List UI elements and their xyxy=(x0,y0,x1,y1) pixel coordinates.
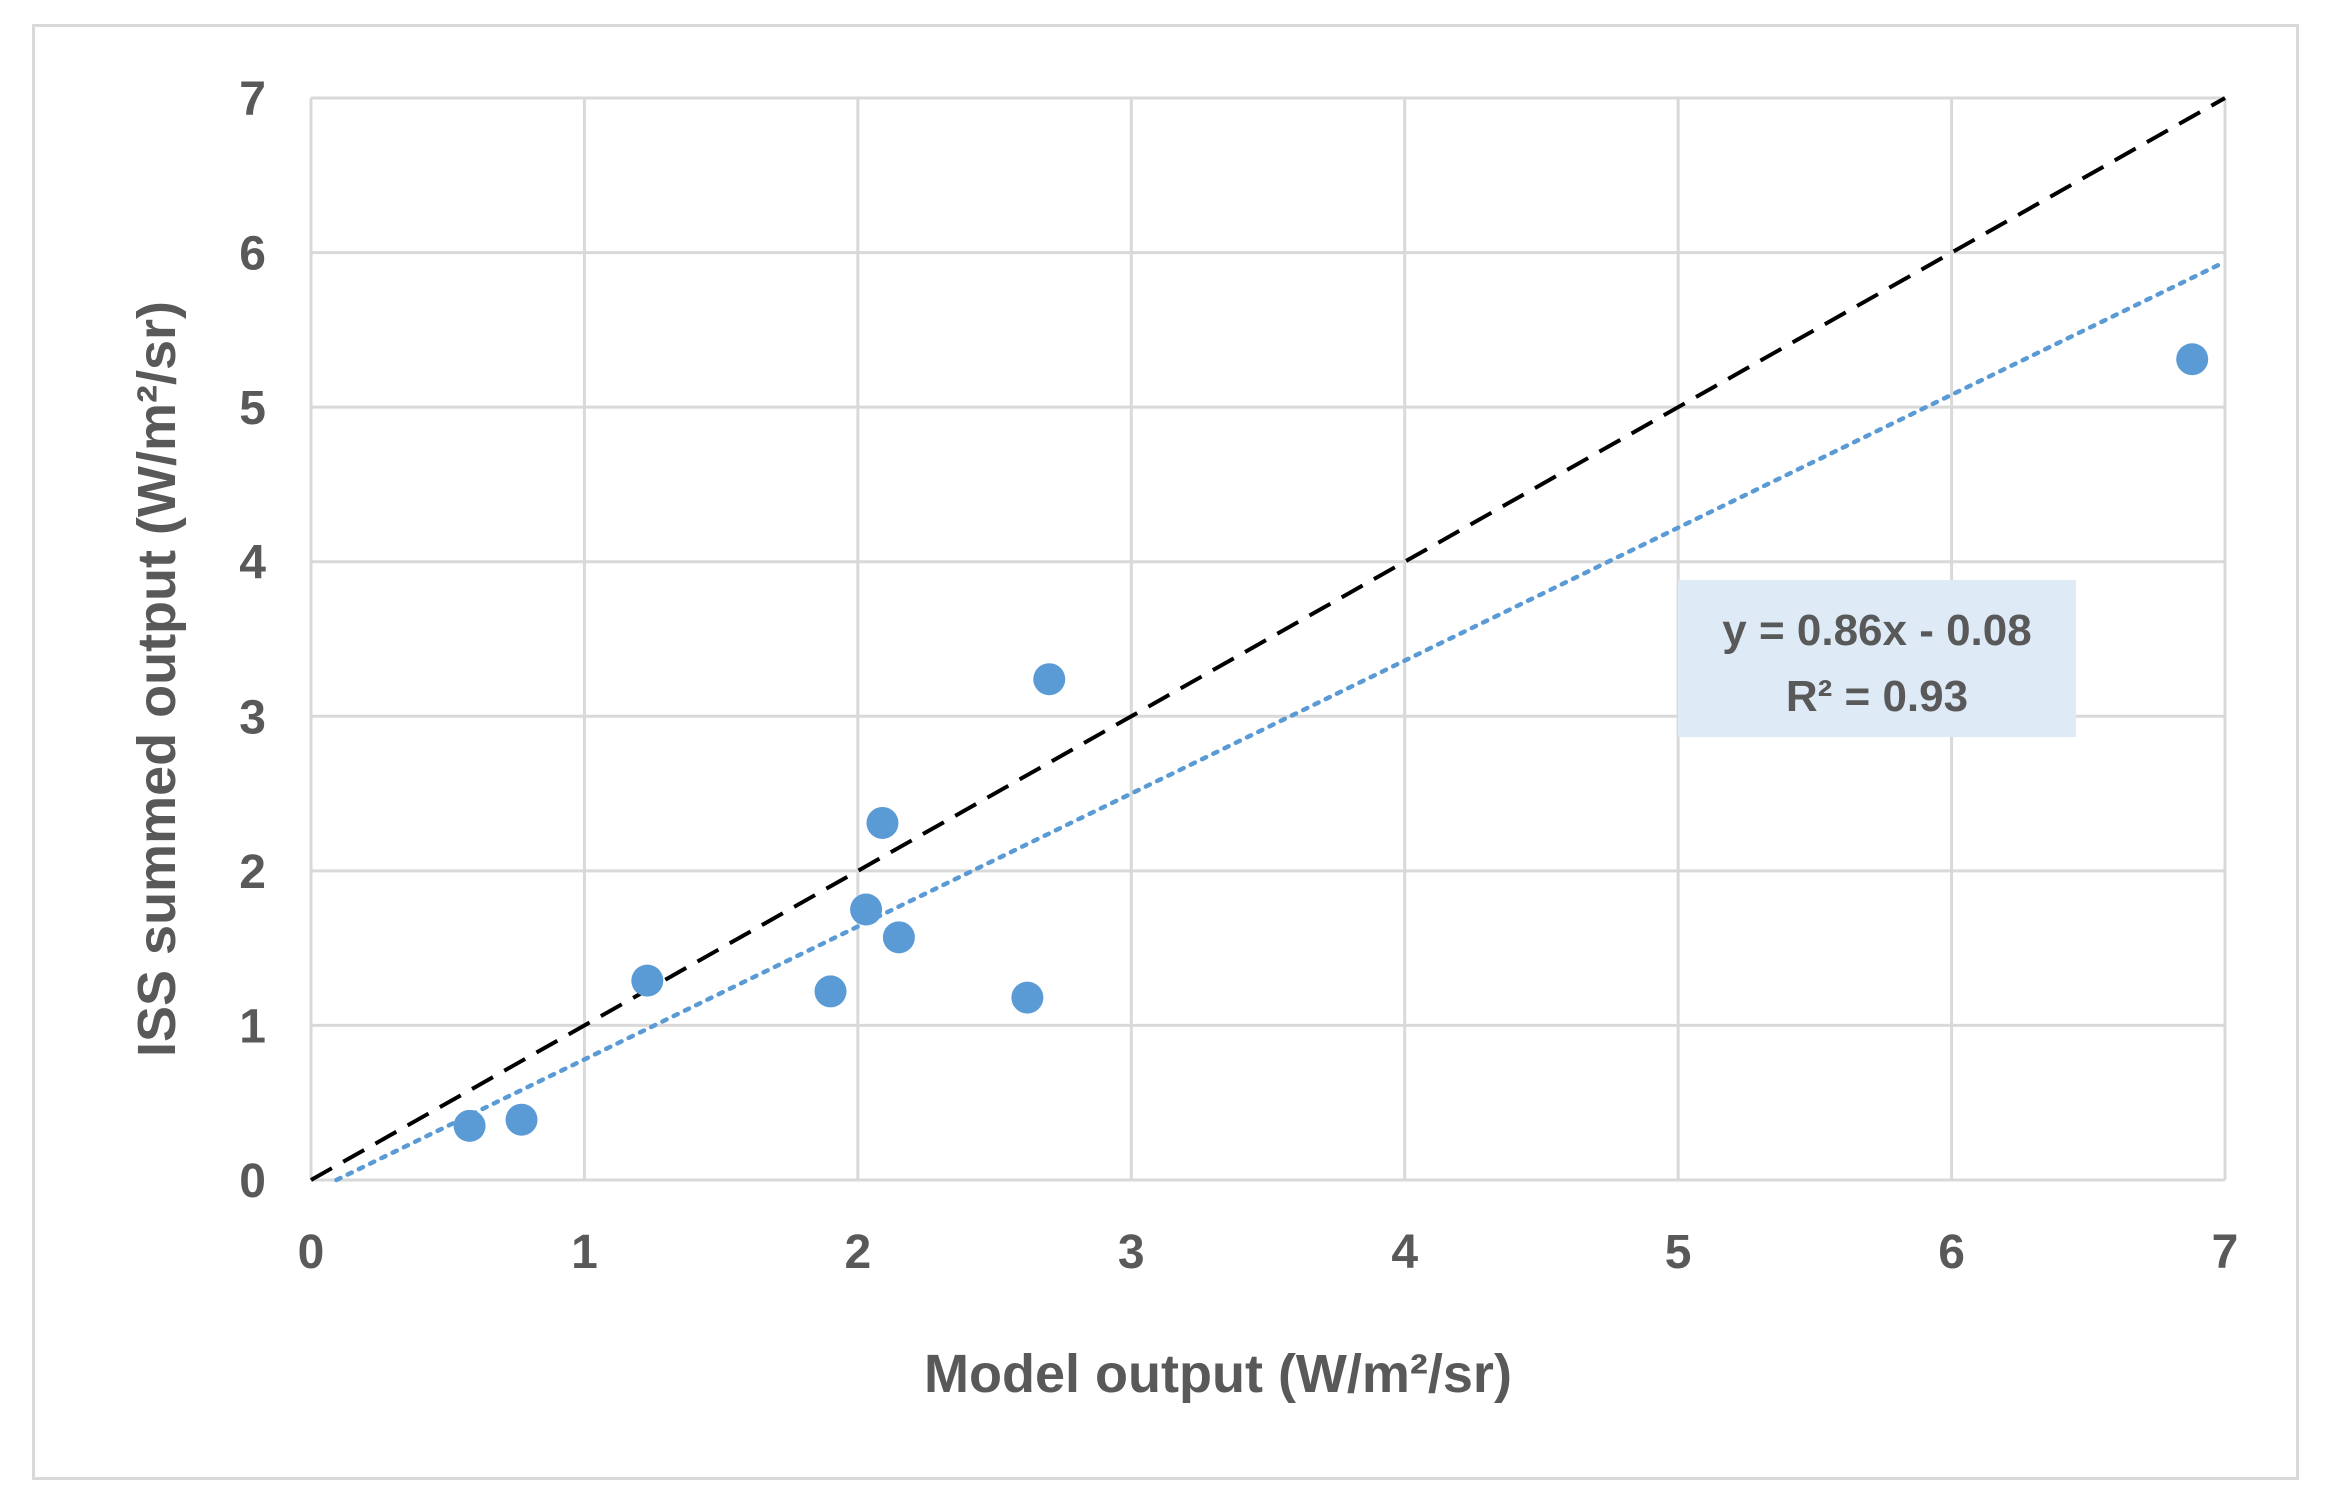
y-axis-title: ISS summed output (W/m²/sr) xyxy=(127,301,187,1057)
data-point xyxy=(631,964,664,997)
trendline-r-squared: R² = 0.93 xyxy=(1786,672,1968,721)
chart-frame: 0 1 2 3 4 5 6 7 0 1 2 3 4 5 6 7 y = 0.86x - 0.08 R² = 0… xyxy=(32,24,2299,1480)
data-point xyxy=(814,975,847,1008)
x-tick-label: 1 xyxy=(571,1226,598,1279)
y-tick-label: 2 xyxy=(239,846,266,899)
x-tick-label: 5 xyxy=(1665,1226,1692,1279)
data-point xyxy=(1033,663,1066,696)
y-tick-label: 1 xyxy=(239,1000,266,1053)
y-tick-label: 4 xyxy=(239,537,266,590)
data-point xyxy=(505,1103,538,1136)
y-tick-label: 6 xyxy=(239,228,266,281)
data-points xyxy=(453,343,2209,1142)
data-point xyxy=(1011,981,1044,1014)
data-point xyxy=(453,1109,486,1142)
x-tick-label: 6 xyxy=(1938,1226,1965,1279)
trendline xyxy=(334,259,2228,1183)
reference-lines xyxy=(310,96,2228,1183)
y-tick-label: 7 xyxy=(239,73,266,126)
x-tick-label: 2 xyxy=(845,1226,872,1279)
data-point xyxy=(850,893,883,926)
trendline-equation-box: y = 0.86x - 0.08 R² = 0.93 xyxy=(1678,580,2076,737)
y-tick-label: 3 xyxy=(239,691,266,744)
identity-line xyxy=(310,96,2226,1182)
data-point xyxy=(2176,343,2209,376)
y-tick-label: 5 xyxy=(239,382,266,435)
x-tick-label: 4 xyxy=(1391,1226,1418,1279)
trendline-equation: y = 0.86x - 0.08 xyxy=(1722,606,2031,655)
data-point xyxy=(866,806,899,839)
x-tick-label: 7 xyxy=(2212,1226,2239,1279)
x-tick-label: 0 xyxy=(298,1226,325,1279)
data-point xyxy=(882,921,915,954)
scatter-chart: 0 1 2 3 4 5 6 7 0 1 2 3 4 5 6 7 y = 0.86x - 0.08 R² = 0… xyxy=(127,73,2238,1404)
tick-labels: 0 1 2 3 4 5 6 7 0 1 2 3 4 5 6 7 xyxy=(239,73,2238,1279)
equation-box-background xyxy=(1678,580,2076,737)
x-axis-title: Model output (W/m²/sr) xyxy=(924,1344,1512,1404)
y-tick-label: 0 xyxy=(239,1155,266,1208)
x-tick-label: 3 xyxy=(1118,1226,1145,1279)
